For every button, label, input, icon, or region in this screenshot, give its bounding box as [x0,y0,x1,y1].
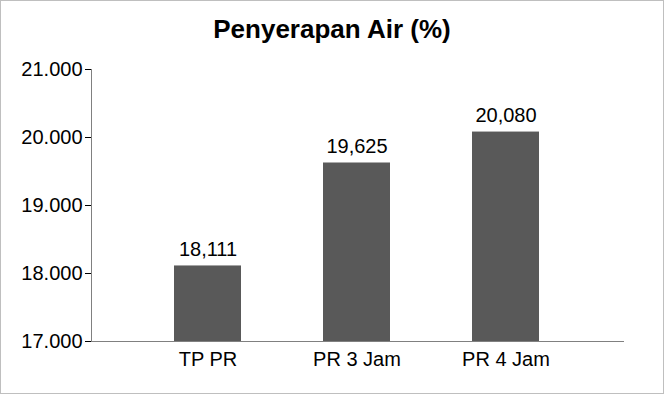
html-text:Penyerapan Air (%): Penyerapan Air (%) [213,14,451,44]
svg-text:TP PR: TP PR [179,348,238,370]
svg-text:18,111: 18,111 [179,238,237,260]
svg-text:19,625: 19,625 [326,135,387,157]
svg-text:PR 3 Jam: PR 3 Jam [313,348,401,370]
svg-text:PR 4 Jam: PR 4 Jam [462,348,550,370]
svg-text:18.000: 18.000 [21,262,82,284]
svg-text:20.000: 20.000 [21,126,82,148]
svg-text:20,080: 20,080 [475,104,536,126]
svg-text:19.000: 19.000 [21,194,82,216]
svg-text:21.000: 21.000 [21,58,82,80]
svg-text:17.000: 17.000 [21,330,82,352]
